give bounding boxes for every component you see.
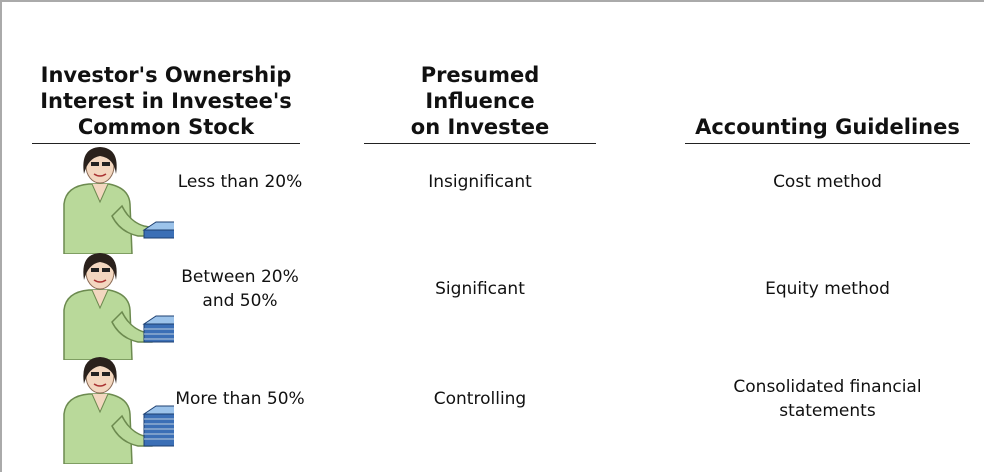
cell-line: and 50% — [202, 291, 278, 311]
header-line: Interest in Investee's — [40, 89, 292, 113]
table-cell: Consolidated financial statements — [685, 374, 970, 424]
header-line: Common Stock — [77, 115, 255, 139]
stock-stack — [142, 405, 174, 447]
column-header: Presumed Influence on Investee — [364, 24, 596, 144]
cell-line: Controlling — [433, 389, 527, 409]
table-cell: Controlling — [364, 374, 596, 424]
cell-line: Between 20% — [181, 267, 299, 287]
cell-line: Less than 20% — [177, 172, 303, 192]
column-header: Investor's Ownership Interest in Investe… — [32, 24, 300, 144]
table-cell: Less than 20% — [170, 162, 310, 202]
table-cell: More than 50% — [166, 374, 314, 424]
table-cell: Cost method — [685, 162, 970, 202]
cell-line: statements — [779, 401, 876, 421]
table-cell: Between 20% and 50% — [170, 264, 310, 314]
cell-line: More than 50% — [175, 389, 305, 409]
cell-line: Significant — [435, 279, 525, 299]
stock-stack — [142, 315, 174, 343]
stock-stack — [142, 221, 174, 239]
cell-line: Cost method — [773, 172, 882, 192]
table-cell: Equity method — [685, 264, 970, 314]
investor-illustration — [34, 354, 174, 464]
column-header: Accounting Guidelines — [685, 24, 970, 144]
investor-illustration — [34, 144, 174, 254]
investor-illustration — [34, 250, 174, 360]
header-line: on Investee — [410, 115, 550, 139]
table-cell: Significant — [364, 264, 596, 314]
cell-line: Consolidated financial — [733, 377, 922, 397]
cell-line: Insignificant — [428, 172, 532, 192]
table-cell: Insignificant — [364, 162, 596, 202]
header-line: Presumed Influence — [420, 63, 540, 113]
cell-line: Equity method — [765, 279, 890, 299]
header-line: Accounting Guidelines — [695, 115, 960, 139]
header-line: Investor's Ownership — [40, 63, 292, 87]
